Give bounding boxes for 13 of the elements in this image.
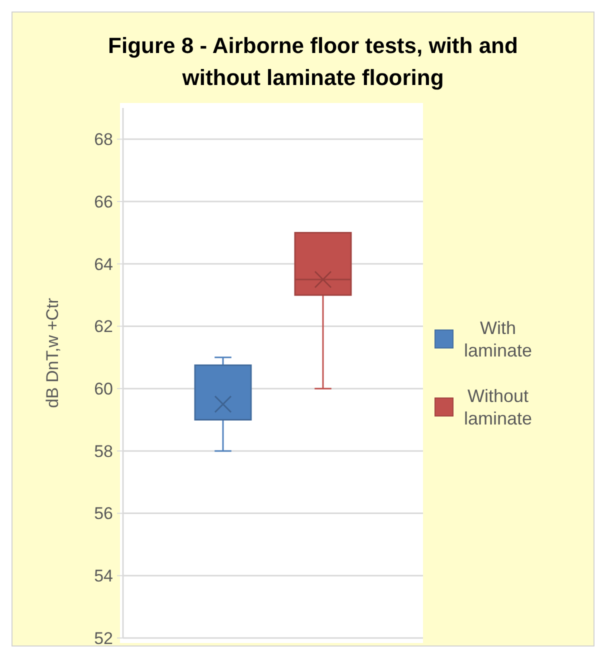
legend-label: Without laminate	[464, 386, 532, 428]
chart-title: Figure 8 - Airborne floor tests, with and without laminate flooring	[108, 33, 518, 90]
y-tick-label: 68	[94, 130, 113, 150]
legend-label: With laminate	[464, 318, 532, 360]
y-tick-label: 54	[94, 566, 113, 586]
y-tick-label: 66	[94, 192, 113, 212]
y-tick-label: 60	[94, 380, 113, 399]
y-tick-label: 64	[94, 254, 113, 274]
y-tick-label: 62	[94, 317, 113, 336]
y-tick-label: 58	[94, 442, 113, 461]
y-axis-title: dB DnT,w +Ctr	[43, 298, 62, 408]
y-tick-label: 52	[94, 628, 113, 648]
y-tick-label: 56	[94, 504, 113, 524]
